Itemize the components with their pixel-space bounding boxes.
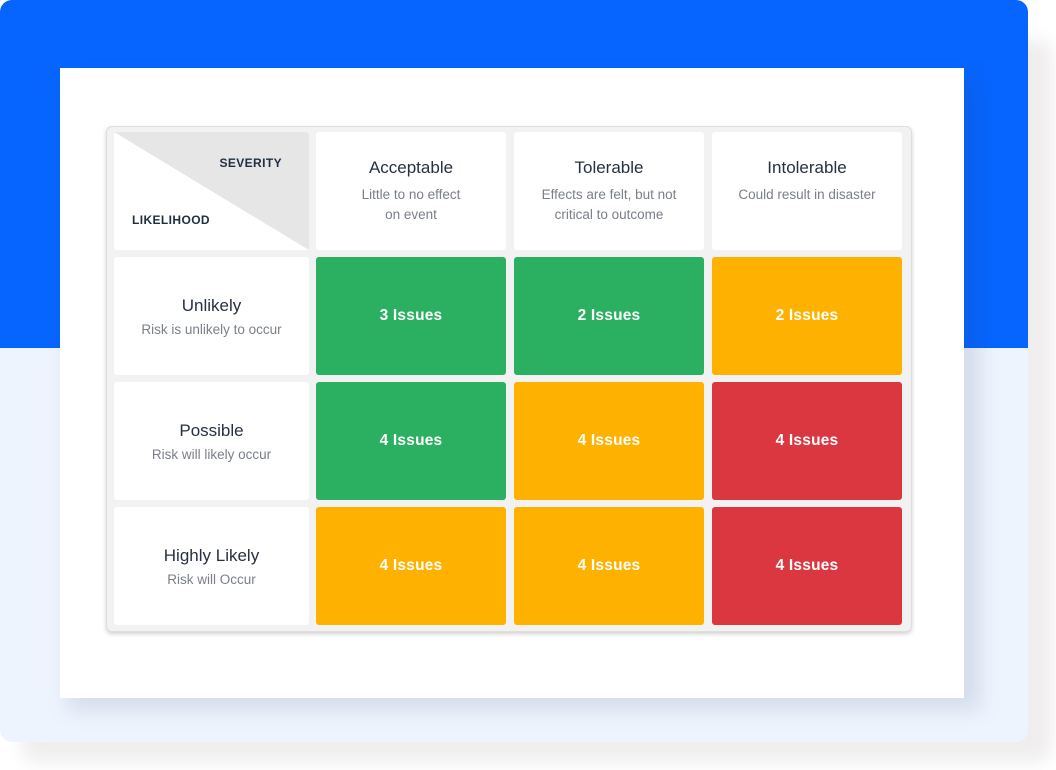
matrix-cell-highly-likely-acceptable[interactable]: 4 Issues [316, 507, 506, 625]
matrix-cell-highly-likely-tolerable[interactable]: 4 Issues [514, 507, 704, 625]
issue-count: 2 Issues [775, 307, 839, 324]
column-description: Little to no effect on event [361, 186, 461, 222]
issue-count: 4 Issues [775, 557, 839, 574]
issue-count: 4 Issues [379, 432, 443, 449]
matrix-cell-possible-tolerable[interactable]: 4 Issues [514, 382, 704, 500]
issue-count: 4 Issues [775, 432, 839, 449]
column-header-tolerable: Tolerable Effects are felt, but not crit… [514, 132, 704, 250]
row-header-unlikely: Unlikely Risk is unlikely to occur [114, 257, 309, 375]
column-description: Could result in disaster [738, 186, 876, 202]
column-title: Intolerable [767, 157, 847, 177]
column-title: Acceptable [368, 157, 454, 177]
matrix-cell-unlikely-tolerable[interactable]: 2 Issues [514, 257, 704, 375]
diagonal-divider [114, 132, 309, 250]
severity-axis-label: SEVERITY [219, 156, 282, 170]
column-title: Tolerable [574, 157, 644, 177]
risk-matrix: SEVERITY LIKELIHOOD Acceptable Little to… [106, 126, 912, 632]
issue-count: 2 Issues [577, 307, 641, 324]
matrix-cell-unlikely-intolerable[interactable]: 2 Issues [712, 257, 902, 375]
issue-count: 3 Issues [379, 307, 443, 324]
row-header-highly-likely: Highly Likely Risk will Occur [114, 507, 309, 625]
row-description: Risk will likely occur [151, 446, 272, 462]
matrix-cell-unlikely-acceptable[interactable]: 3 Issues [316, 257, 506, 375]
column-header-acceptable: Acceptable Little to no effect on event [316, 132, 506, 250]
matrix-cell-possible-acceptable[interactable]: 4 Issues [316, 382, 506, 500]
row-header-possible: Possible Risk will likely occur [114, 382, 309, 500]
row-description: Risk will Occur [167, 571, 256, 587]
issue-count: 4 Issues [577, 432, 641, 449]
issue-count: 4 Issues [577, 557, 641, 574]
column-description: Effects are felt, but not critical to ou… [541, 186, 677, 222]
column-header-intolerable: Intolerable Could result in disaster [712, 132, 902, 250]
matrix-card: SEVERITY LIKELIHOOD Acceptable Little to… [60, 68, 964, 698]
likelihood-axis-label: LIKELIHOOD [132, 213, 210, 227]
issue-count: 4 Issues [379, 557, 443, 574]
matrix-cell-possible-intolerable[interactable]: 4 Issues [712, 382, 902, 500]
row-title: Unlikely [181, 295, 242, 315]
matrix-cell-highly-likely-intolerable[interactable]: 4 Issues [712, 507, 902, 625]
row-title: Highly Likely [163, 545, 260, 565]
row-description: Risk is unlikely to occur [141, 321, 282, 337]
row-title: Possible [179, 420, 244, 440]
matrix-corner-header: SEVERITY LIKELIHOOD [114, 132, 309, 250]
